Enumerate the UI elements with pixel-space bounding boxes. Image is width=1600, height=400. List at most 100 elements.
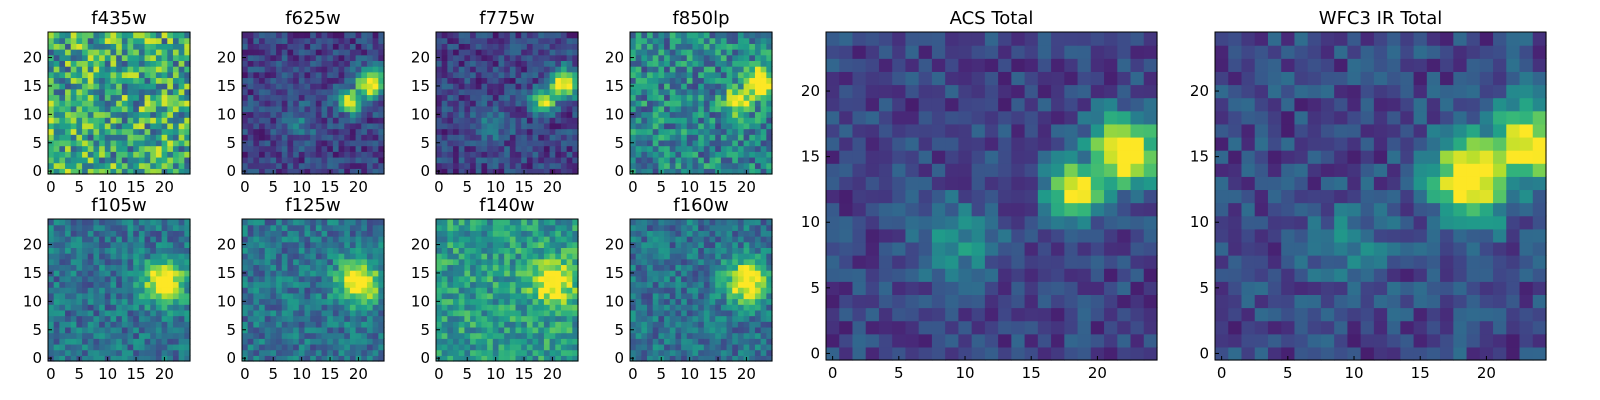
heatmap-cell xyxy=(70,32,77,39)
heatmap-cell xyxy=(766,54,773,61)
heatmap-cell xyxy=(87,139,95,147)
heatmap-cell xyxy=(287,60,294,67)
heatmap-cell xyxy=(65,117,72,124)
heatmap-cell xyxy=(242,349,249,356)
heatmap-cell xyxy=(315,292,323,300)
heatmap-cell xyxy=(732,156,739,164)
heatmap-cell xyxy=(515,287,522,294)
heatmap-cell xyxy=(65,71,72,79)
heatmap-cell xyxy=(253,32,260,39)
heatmap-cell xyxy=(737,281,745,288)
heatmap-cell xyxy=(87,134,95,141)
heatmap-cell xyxy=(321,247,328,254)
heatmap-cell xyxy=(281,321,289,328)
heatmap-cell xyxy=(304,219,311,226)
heatmap-cell xyxy=(509,230,517,237)
heatmap-cell xyxy=(349,83,357,90)
heatmap-cell xyxy=(458,230,465,237)
heatmap-cell xyxy=(133,128,140,135)
heatmap-cell xyxy=(178,270,185,277)
heatmap-cell xyxy=(720,292,728,300)
heatmap-cell xyxy=(681,264,688,271)
heatmap-cell xyxy=(521,219,528,226)
heatmap-cell xyxy=(635,315,642,322)
heatmap-cell xyxy=(754,54,762,61)
heatmap-cell xyxy=(743,326,750,334)
heatmap-cell xyxy=(276,247,283,254)
heatmap-cell xyxy=(247,292,254,300)
heatmap-cell xyxy=(378,343,385,351)
heatmap-cell xyxy=(315,236,323,243)
heatmap-cell xyxy=(669,315,677,322)
heatmap-cell xyxy=(242,156,249,164)
heatmap-cell xyxy=(743,270,750,277)
heatmap-cell xyxy=(247,88,254,96)
heatmap-cell xyxy=(372,168,379,175)
heatmap-cell xyxy=(253,326,260,334)
heatmap-cell xyxy=(658,315,665,322)
heatmap-cell xyxy=(144,134,151,141)
heatmap-cell xyxy=(647,258,654,266)
heatmap-cell xyxy=(737,83,745,90)
heatmap-cell xyxy=(453,134,460,141)
y-tick-label: 20 xyxy=(23,236,42,254)
heatmap-cell xyxy=(698,287,705,294)
heatmap-cell xyxy=(144,298,151,305)
heatmap-cell xyxy=(355,60,362,67)
heatmap-cell xyxy=(647,292,654,300)
heatmap-cell xyxy=(76,241,83,248)
heatmap-cell xyxy=(453,100,460,107)
heatmap-cell xyxy=(515,83,522,90)
heatmap-cell xyxy=(310,304,317,311)
heatmap-cell xyxy=(259,253,266,260)
heatmap-cell xyxy=(487,332,494,339)
heatmap-cell xyxy=(127,54,134,61)
heatmap-cell xyxy=(475,162,483,169)
heatmap-cell xyxy=(760,145,767,152)
heatmap-cell xyxy=(366,122,374,130)
heatmap-cell xyxy=(732,145,739,152)
heatmap-cell xyxy=(242,309,249,317)
heatmap-cell xyxy=(276,105,283,113)
heatmap-cell xyxy=(560,298,568,305)
heatmap-cell xyxy=(555,162,562,169)
heatmap-cell xyxy=(310,264,317,271)
heatmap-cell xyxy=(138,309,146,317)
heatmap-cell xyxy=(635,37,642,44)
heatmap-cell xyxy=(184,37,191,44)
heatmap-cell xyxy=(150,349,157,356)
heatmap-cell xyxy=(161,326,168,334)
heatmap-cell xyxy=(686,43,694,50)
heatmap-cell xyxy=(349,156,357,164)
heatmap-cell xyxy=(155,304,163,311)
heatmap-cell xyxy=(692,145,699,152)
heatmap-cell xyxy=(110,122,117,130)
heatmap-cell xyxy=(641,343,648,351)
heatmap-cell xyxy=(155,105,163,113)
heatmap-cell xyxy=(87,332,95,339)
heatmap-cell xyxy=(144,343,151,351)
heatmap-cell xyxy=(720,321,728,328)
y-tick-label: 10 xyxy=(23,292,42,310)
heatmap-cell xyxy=(355,287,362,294)
heatmap-cell xyxy=(453,224,460,231)
heatmap-cell xyxy=(116,349,123,356)
heatmap-cell xyxy=(441,77,448,84)
heatmap-cell xyxy=(53,49,60,56)
heatmap-cell xyxy=(492,230,500,237)
heatmap-cell xyxy=(150,100,157,107)
heatmap-cell xyxy=(635,309,642,317)
heatmap-cell xyxy=(566,315,573,322)
heatmap-cell xyxy=(167,37,174,44)
heatmap-cell xyxy=(76,275,83,283)
heatmap-cell xyxy=(127,145,134,152)
heatmap-cell xyxy=(555,343,562,351)
heatmap-cell xyxy=(355,145,362,152)
heatmap-cell xyxy=(133,224,140,231)
heatmap-cell xyxy=(70,111,77,118)
heatmap-cell xyxy=(538,309,545,317)
heatmap-cell xyxy=(349,122,357,130)
heatmap-cell xyxy=(692,43,699,50)
heatmap-cell xyxy=(99,105,106,113)
heatmap-cell xyxy=(475,32,483,39)
